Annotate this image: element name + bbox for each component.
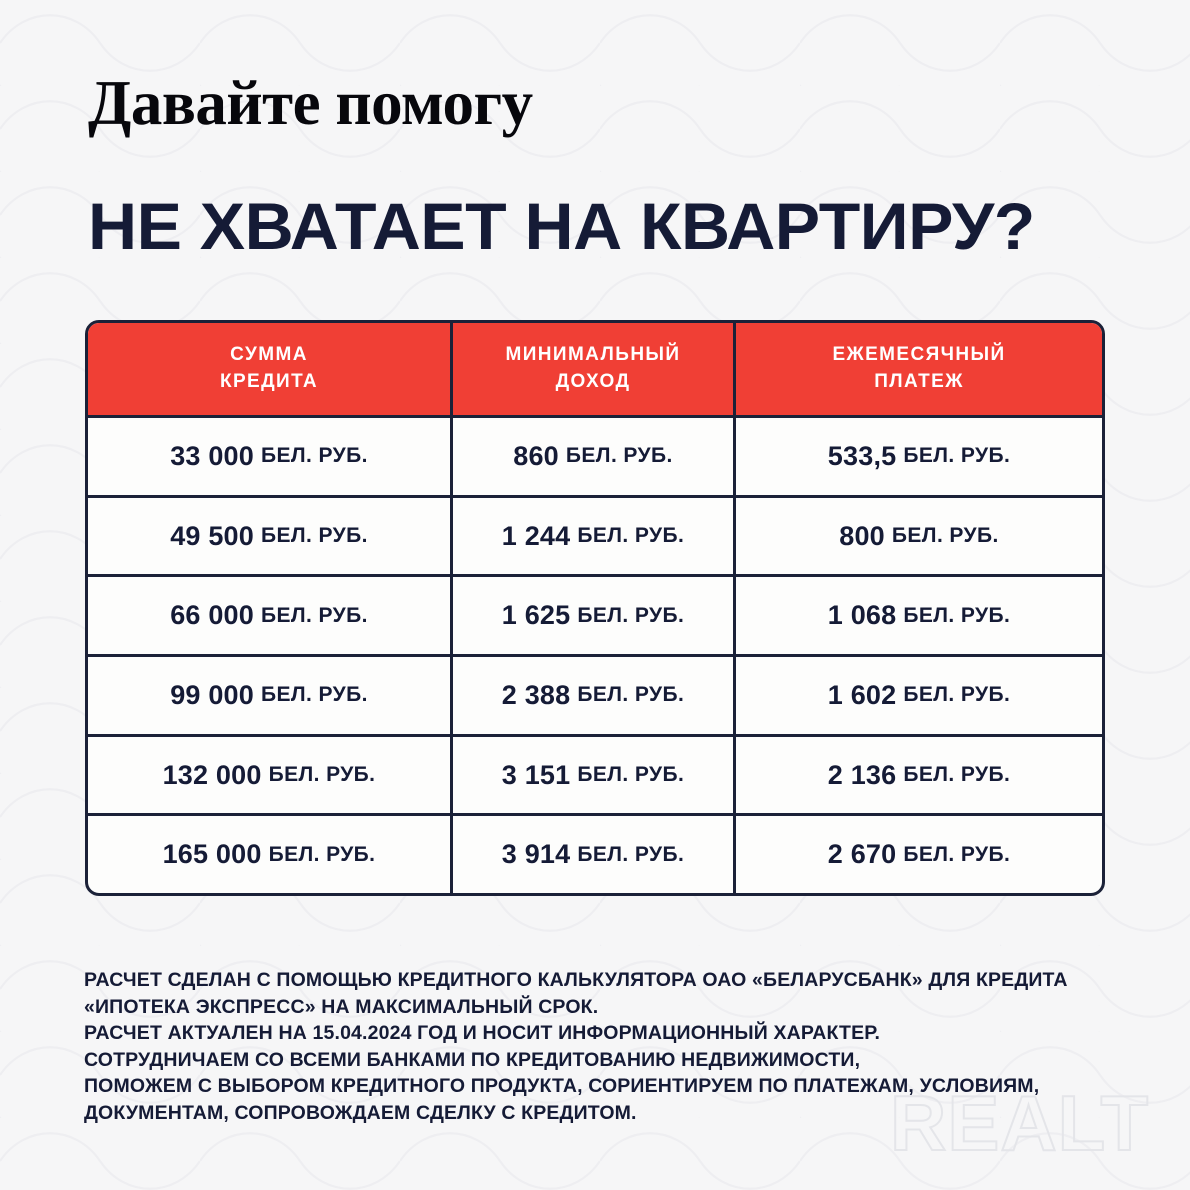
currency-label: БЕЛ. РУБ. [891,524,999,547]
currency-label: БЕЛ. РУБ. [260,444,368,468]
headings-block: Давайте помогу НЕ ХВАТАЕТ НА КВАРТИРУ? [88,68,1118,260]
value-monthly-payment: 533,5 [827,440,897,471]
value-monthly-payment: 1 068 [827,600,897,631]
disclaimer-line: СОТРУДНИЧАЕМ СО ВСЕМИ БАНКАМИ ПО КРЕДИТО… [84,1048,861,1071]
disclaimer-line: ДОКУМЕНТАМ, СОПРОВОЖДАЕМ СДЕЛКУ С КРЕДИТ… [84,1101,637,1124]
currency-label: БЕЛ. РУБ. [260,603,368,627]
table-row: 66 000 БЕЛ. РУБ. 1 625 БЕЛ. РУБ. 1 068 Б… [88,577,1102,658]
cell-minimum-income: 2 388 БЕЛ. РУБ. [453,657,736,734]
disclaimer-block: РАСЧЕТ СДЕЛАН С ПОМОЩЬЮ КРЕДИТНОГО КАЛЬК… [84,967,1124,1126]
cell-loan-amount: 33 000 БЕЛ. РУБ. [88,418,453,495]
currency-label: БЕЛ. РУБ. [903,444,1011,468]
cell-monthly-payment: 1 068 БЕЛ. РУБ. [736,577,1102,654]
currency-label: БЕЛ. РУБ. [903,603,1011,627]
value-minimum-income: 3 914 [501,839,571,870]
cell-minimum-income: 860 БЕЛ. РУБ. [453,418,736,495]
cell-monthly-payment: 533,5 БЕЛ. РУБ. [736,418,1102,495]
cell-loan-amount: 66 000 БЕЛ. РУБ. [88,577,453,655]
disclaimer-line: РАСЧЕТ АКТУАЛЕН НА 15.04.2024 ГОД И НОСИ… [84,1022,881,1044]
value-loan-amount: 132 000 [162,759,262,790]
currency-label: БЕЛ. РУБ. [260,683,368,707]
column-header-loan-amount: СУММА КРЕДИТА [88,323,453,415]
cell-minimum-income: 3 914 БЕЛ. РУБ. [453,816,736,893]
value-monthly-payment: 800 [839,520,885,551]
currency-label: БЕЛ. РУБ. [565,444,673,468]
cell-minimum-income: 1 244 БЕЛ. РУБ. [453,497,736,575]
value-loan-amount: 49 500 [170,520,254,551]
cell-loan-amount: 99 000 БЕЛ. РУБ. [88,657,453,734]
table-row: 33 000 БЕЛ. РУБ. 860 БЕЛ. РУБ. 533,5 БЕЛ… [88,418,1102,498]
value-loan-amount: 66 000 [170,600,254,631]
cell-loan-amount: 165 000 БЕЛ. РУБ. [88,816,453,893]
value-monthly-payment: 1 602 [827,679,897,710]
table-row: 132 000 БЕЛ. РУБ. 3 151 БЕЛ. РУБ. 2 136 … [88,736,1102,817]
value-minimum-income: 860 [513,440,559,471]
currency-label: БЕЛ. РУБ. [903,763,1011,787]
disclaimer-line: РАСЧЕТ СДЕЛАН С ПОМОЩЬЮ КРЕДИТНОГО КАЛЬК… [84,969,1068,991]
column-header-monthly-payment: ЕЖЕМЕСЯЧНЫЙ ПЛАТЕЖ [832,344,1006,392]
currency-label: БЕЛ. РУБ. [268,763,376,787]
currency-label: БЕЛ. РУБ. [903,683,1011,707]
table-row: 165 000 БЕЛ. РУБ. 3 914 БЕЛ. РУБ. 2 670 … [88,816,1102,893]
currency-label: БЕЛ. РУБ. [577,683,685,707]
cell-monthly-payment: 800 БЕЛ. РУБ. [736,498,1102,575]
value-loan-amount: 33 000 [170,440,254,471]
currency-label: БЕЛ. РУБ. [577,603,685,627]
value-loan-amount: 165 000 [162,839,262,870]
currency-label: БЕЛ. РУБ. [260,524,368,547]
cell-monthly-payment: 2 670 БЕЛ. РУБ. [736,816,1102,893]
disclaimer-line: «ИПОТЕКА ЭКСПРЕСС» НА МАКСИМАЛЬНЫЙ СРОК. [84,995,599,1018]
value-minimum-income: 2 388 [501,679,571,710]
table-header-row: СУММА КРЕДИТА МИНИМАЛЬНЫЙ ДОХОД ЕЖЕМЕСЯЧ… [88,323,1102,418]
disclaimer-line: ПОМОЖЕМ С ВЫБОРОМ КРЕДИТНОГО ПРОДУКТА, С… [84,1075,1040,1097]
cell-minimum-income: 3 151 БЕЛ. РУБ. [453,736,736,814]
value-minimum-income: 3 151 [501,759,571,790]
currency-label: БЕЛ. РУБ. [577,763,685,787]
cell-loan-amount: 132 000 БЕЛ. РУБ. [88,736,453,814]
page-title-bold: НЕ ХВАТАЕТ НА КВАРТИРУ? [88,189,1035,263]
page-title-serif: Давайте помогу [88,68,533,138]
value-monthly-payment: 2 670 [827,839,897,870]
value-minimum-income: 1 625 [501,600,571,631]
value-minimum-income: 1 244 [501,520,571,551]
currency-label: БЕЛ. РУБ. [577,524,685,547]
currency-label: БЕЛ. РУБ. [577,842,685,866]
cell-monthly-payment: 2 136 БЕЛ. РУБ. [736,737,1102,814]
currency-label: БЕЛ. РУБ. [903,842,1011,866]
cell-loan-amount: 49 500 БЕЛ. РУБ. [88,497,453,575]
credit-rates-table: СУММА КРЕДИТА МИНИМАЛЬНЫЙ ДОХОД ЕЖЕМЕСЯЧ… [85,320,1105,896]
value-monthly-payment: 2 136 [827,759,897,790]
cell-monthly-payment: 1 602 БЕЛ. РУБ. [736,657,1102,734]
table-row: 99 000 БЕЛ. РУБ. 2 388 БЕЛ. РУБ. 1 602 Б… [88,657,1102,737]
column-header-minimum-income: МИНИМАЛЬНЫЙ ДОХОД [453,323,736,415]
table-row: 49 500 БЕЛ. РУБ. 1 244 БЕЛ. РУБ. 800 БЕЛ… [88,497,1102,578]
cell-minimum-income: 1 625 БЕЛ. РУБ. [453,577,736,655]
currency-label: БЕЛ. РУБ. [268,842,376,866]
value-loan-amount: 99 000 [170,679,254,710]
